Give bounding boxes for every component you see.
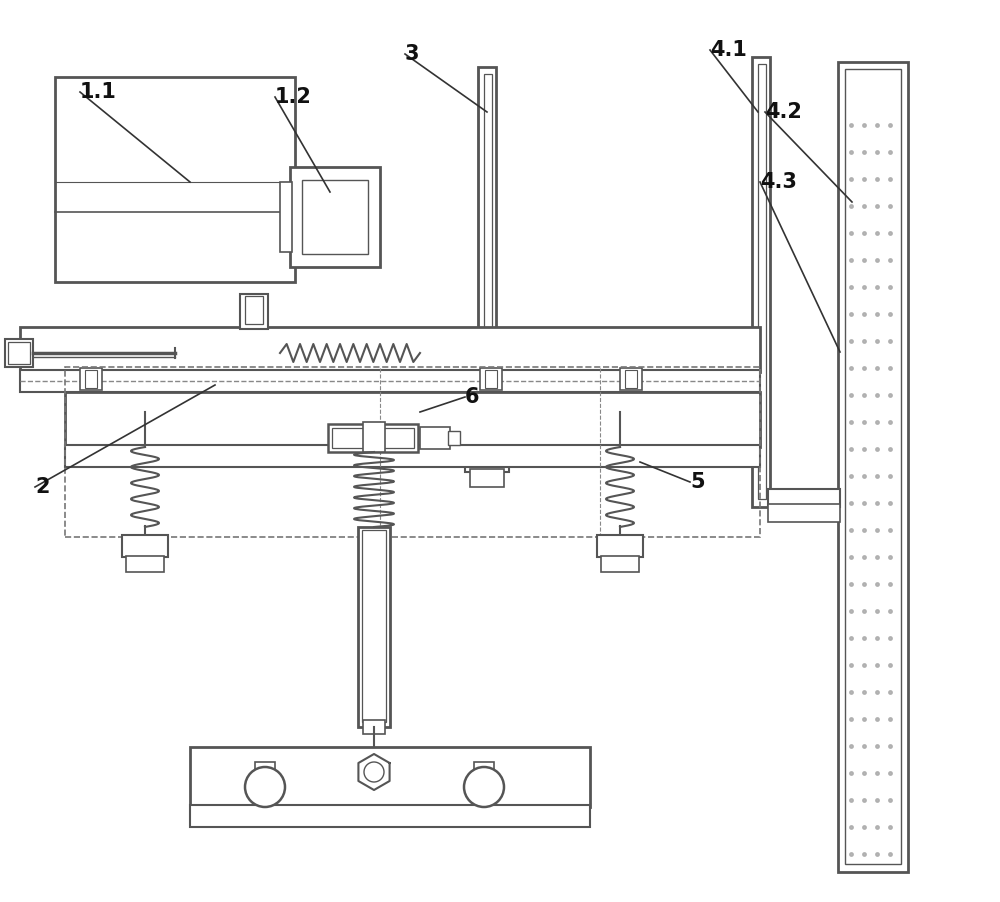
Bar <box>363 422 385 452</box>
Bar <box>420 427 450 449</box>
Text: 4.2: 4.2 <box>765 102 802 122</box>
Bar <box>625 370 637 388</box>
Circle shape <box>464 767 504 807</box>
Bar <box>5 339 33 367</box>
Bar <box>465 454 509 472</box>
Bar <box>620 368 642 390</box>
Bar <box>8 342 30 364</box>
Bar <box>478 67 496 462</box>
Bar <box>126 556 164 572</box>
Bar <box>65 392 760 447</box>
Bar <box>280 182 292 252</box>
Bar <box>474 762 494 772</box>
Text: 1.1: 1.1 <box>80 82 117 102</box>
Bar <box>65 367 760 537</box>
Bar <box>245 296 263 324</box>
Bar <box>484 74 492 454</box>
Text: 2: 2 <box>35 477 50 497</box>
Bar <box>363 720 385 734</box>
Bar <box>480 368 502 390</box>
Bar <box>768 489 840 507</box>
Bar <box>190 805 590 827</box>
Bar <box>758 64 766 499</box>
Bar <box>485 370 497 388</box>
Bar <box>65 445 760 467</box>
Bar <box>80 368 102 390</box>
Bar <box>362 530 386 722</box>
Text: 1.2: 1.2 <box>275 87 312 107</box>
Text: 5: 5 <box>690 472 705 492</box>
Text: 6: 6 <box>465 387 480 407</box>
Bar <box>328 424 418 452</box>
Bar <box>332 428 414 448</box>
Circle shape <box>245 767 285 807</box>
Bar <box>448 431 460 445</box>
Text: 3: 3 <box>405 44 420 64</box>
Bar <box>20 370 760 392</box>
Bar <box>122 535 168 557</box>
Text: 4.1: 4.1 <box>710 40 747 60</box>
Bar <box>20 327 760 372</box>
Bar <box>358 527 390 727</box>
Polygon shape <box>358 754 390 790</box>
Bar <box>470 469 504 487</box>
Bar <box>845 69 901 864</box>
Text: 4.3: 4.3 <box>760 172 797 192</box>
Bar <box>838 62 908 872</box>
Bar <box>601 556 639 572</box>
Bar <box>290 167 380 267</box>
Bar <box>768 504 840 522</box>
Bar <box>302 180 368 254</box>
Bar <box>85 370 97 388</box>
Bar <box>255 762 275 772</box>
Bar <box>55 77 295 282</box>
Bar <box>240 294 268 329</box>
Bar <box>190 747 590 807</box>
Bar <box>597 535 643 557</box>
Bar <box>752 57 770 507</box>
Circle shape <box>364 762 384 782</box>
